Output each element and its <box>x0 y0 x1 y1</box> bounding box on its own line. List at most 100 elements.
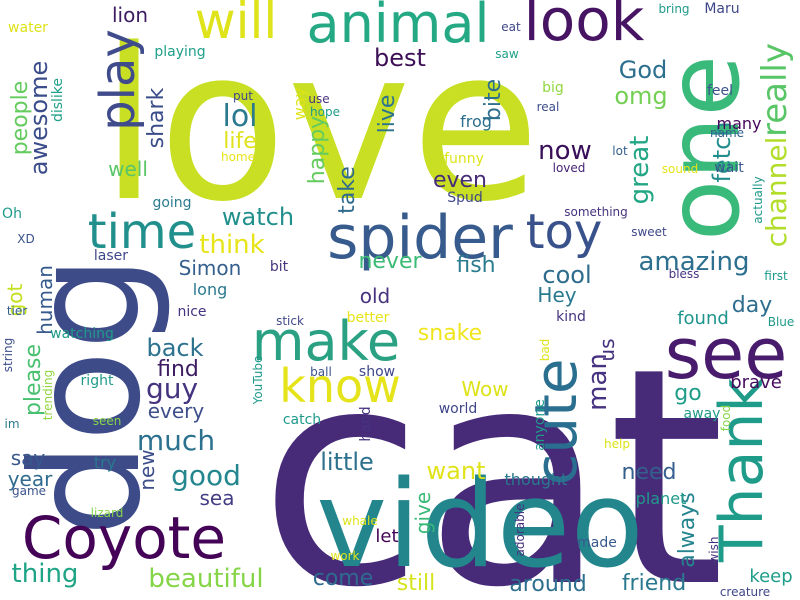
word-real: real <box>537 100 560 114</box>
word-let: let <box>375 526 398 547</box>
word-got: got <box>3 283 27 316</box>
word-lizard: lizard <box>91 506 124 520</box>
word-wow: Wow <box>461 377 508 401</box>
word-cat: cat <box>259 304 725 600</box>
word-put: put <box>233 89 253 103</box>
word-year: year <box>8 467 53 491</box>
word-watch: watch <box>222 203 294 231</box>
word-day: day <box>732 293 772 318</box>
word-creature: creature <box>720 585 770 599</box>
word-eat: eat <box>501 20 521 34</box>
word-anyone: anyone <box>532 399 548 451</box>
word-people: people <box>8 81 33 156</box>
word-frog: frog <box>460 112 492 131</box>
word-one: one <box>645 55 762 241</box>
word-big: big <box>542 80 564 96</box>
word-show: show <box>359 364 395 380</box>
word-spud: Spud <box>447 190 483 206</box>
word-world: world <box>439 401 478 417</box>
word-seen: seen <box>93 414 122 428</box>
word-hand: hand <box>358 406 374 441</box>
word-say: say <box>11 446 46 470</box>
word-lot: lot <box>612 144 628 158</box>
word-snake: snake <box>418 321 482 346</box>
word-actually: actually <box>751 176 765 223</box>
word-better: better <box>347 310 390 326</box>
word-adorable: adorable <box>513 504 527 557</box>
word-thing: thing <box>12 559 79 589</box>
word-new: new <box>135 449 159 490</box>
word-work: work <box>330 549 359 563</box>
word-little: little <box>320 448 374 476</box>
word-always: always <box>675 492 700 568</box>
word-find: find <box>157 357 199 382</box>
word-shark: shark <box>144 87 169 148</box>
word-even: even <box>433 168 487 193</box>
word-game: game <box>12 484 46 498</box>
word-good: good <box>171 459 241 492</box>
word-brave: brave <box>730 372 782 393</box>
word-look: look <box>524 0 645 54</box>
word-im: im <box>4 417 19 431</box>
word-much: much <box>137 424 215 457</box>
word-god: God <box>619 56 668 84</box>
word-play: play <box>90 29 146 131</box>
word-human: human <box>33 265 57 335</box>
word-way: way <box>290 88 309 120</box>
word-omg: omg <box>614 82 667 110</box>
word-back: back <box>146 334 203 362</box>
word-catch: catch <box>283 412 321 428</box>
word-fish: fish <box>456 253 495 278</box>
word-wait: wait <box>714 160 744 176</box>
word-blue: Blue <box>768 315 795 329</box>
word-make: make <box>252 310 400 373</box>
word-help: help <box>604 437 630 451</box>
word-live: live <box>375 95 400 134</box>
word-want: want <box>427 457 486 485</box>
word-cute: cute <box>522 358 590 485</box>
word-life: life <box>223 129 257 154</box>
word-coyote: Coyote <box>22 504 226 572</box>
word-first: first <box>764 269 788 283</box>
word-lol: lol <box>222 99 257 134</box>
word-xd: XD <box>17 232 34 246</box>
word-really: really <box>755 43 795 137</box>
word-take: take <box>335 166 360 214</box>
word-go: go <box>674 381 701 406</box>
word-maru: Maru <box>704 1 739 17</box>
word-beautiful: beautiful <box>148 564 263 594</box>
word-laser: laser <box>94 248 128 264</box>
word-use: use <box>308 92 329 106</box>
word-old: old <box>360 284 391 308</box>
word-lion: lion <box>112 3 148 27</box>
word-away: away <box>684 406 721 422</box>
word-best: best <box>374 44 426 72</box>
word-think: think <box>199 230 264 260</box>
word-fetch: fetch <box>708 121 736 182</box>
word-right: right <box>81 373 114 389</box>
word-dislike: dislike <box>50 78 66 122</box>
word-stick: stick <box>276 314 304 328</box>
word-never: never <box>358 249 422 274</box>
word-simon: Simon <box>179 256 242 280</box>
word-amazing: amazing <box>638 247 749 277</box>
word-us: us <box>595 338 619 361</box>
word-string: string <box>1 338 15 372</box>
word-long: long <box>193 280 228 299</box>
word-every: every <box>148 399 205 423</box>
word-watching: watching <box>50 326 114 342</box>
word-give: give <box>411 492 435 534</box>
word-something: something <box>564 205 628 219</box>
word-made: made <box>577 535 617 551</box>
word-name: name <box>710 126 744 140</box>
word-wish: wish <box>707 536 721 563</box>
word-awesome: awesome <box>25 61 53 175</box>
word-sound: sound <box>662 162 698 176</box>
word-nice: nice <box>177 304 206 320</box>
word-come: come <box>313 566 374 591</box>
word-bit: bit <box>270 259 289 275</box>
word-food: food <box>719 405 733 432</box>
word-dog: dog <box>0 255 174 537</box>
